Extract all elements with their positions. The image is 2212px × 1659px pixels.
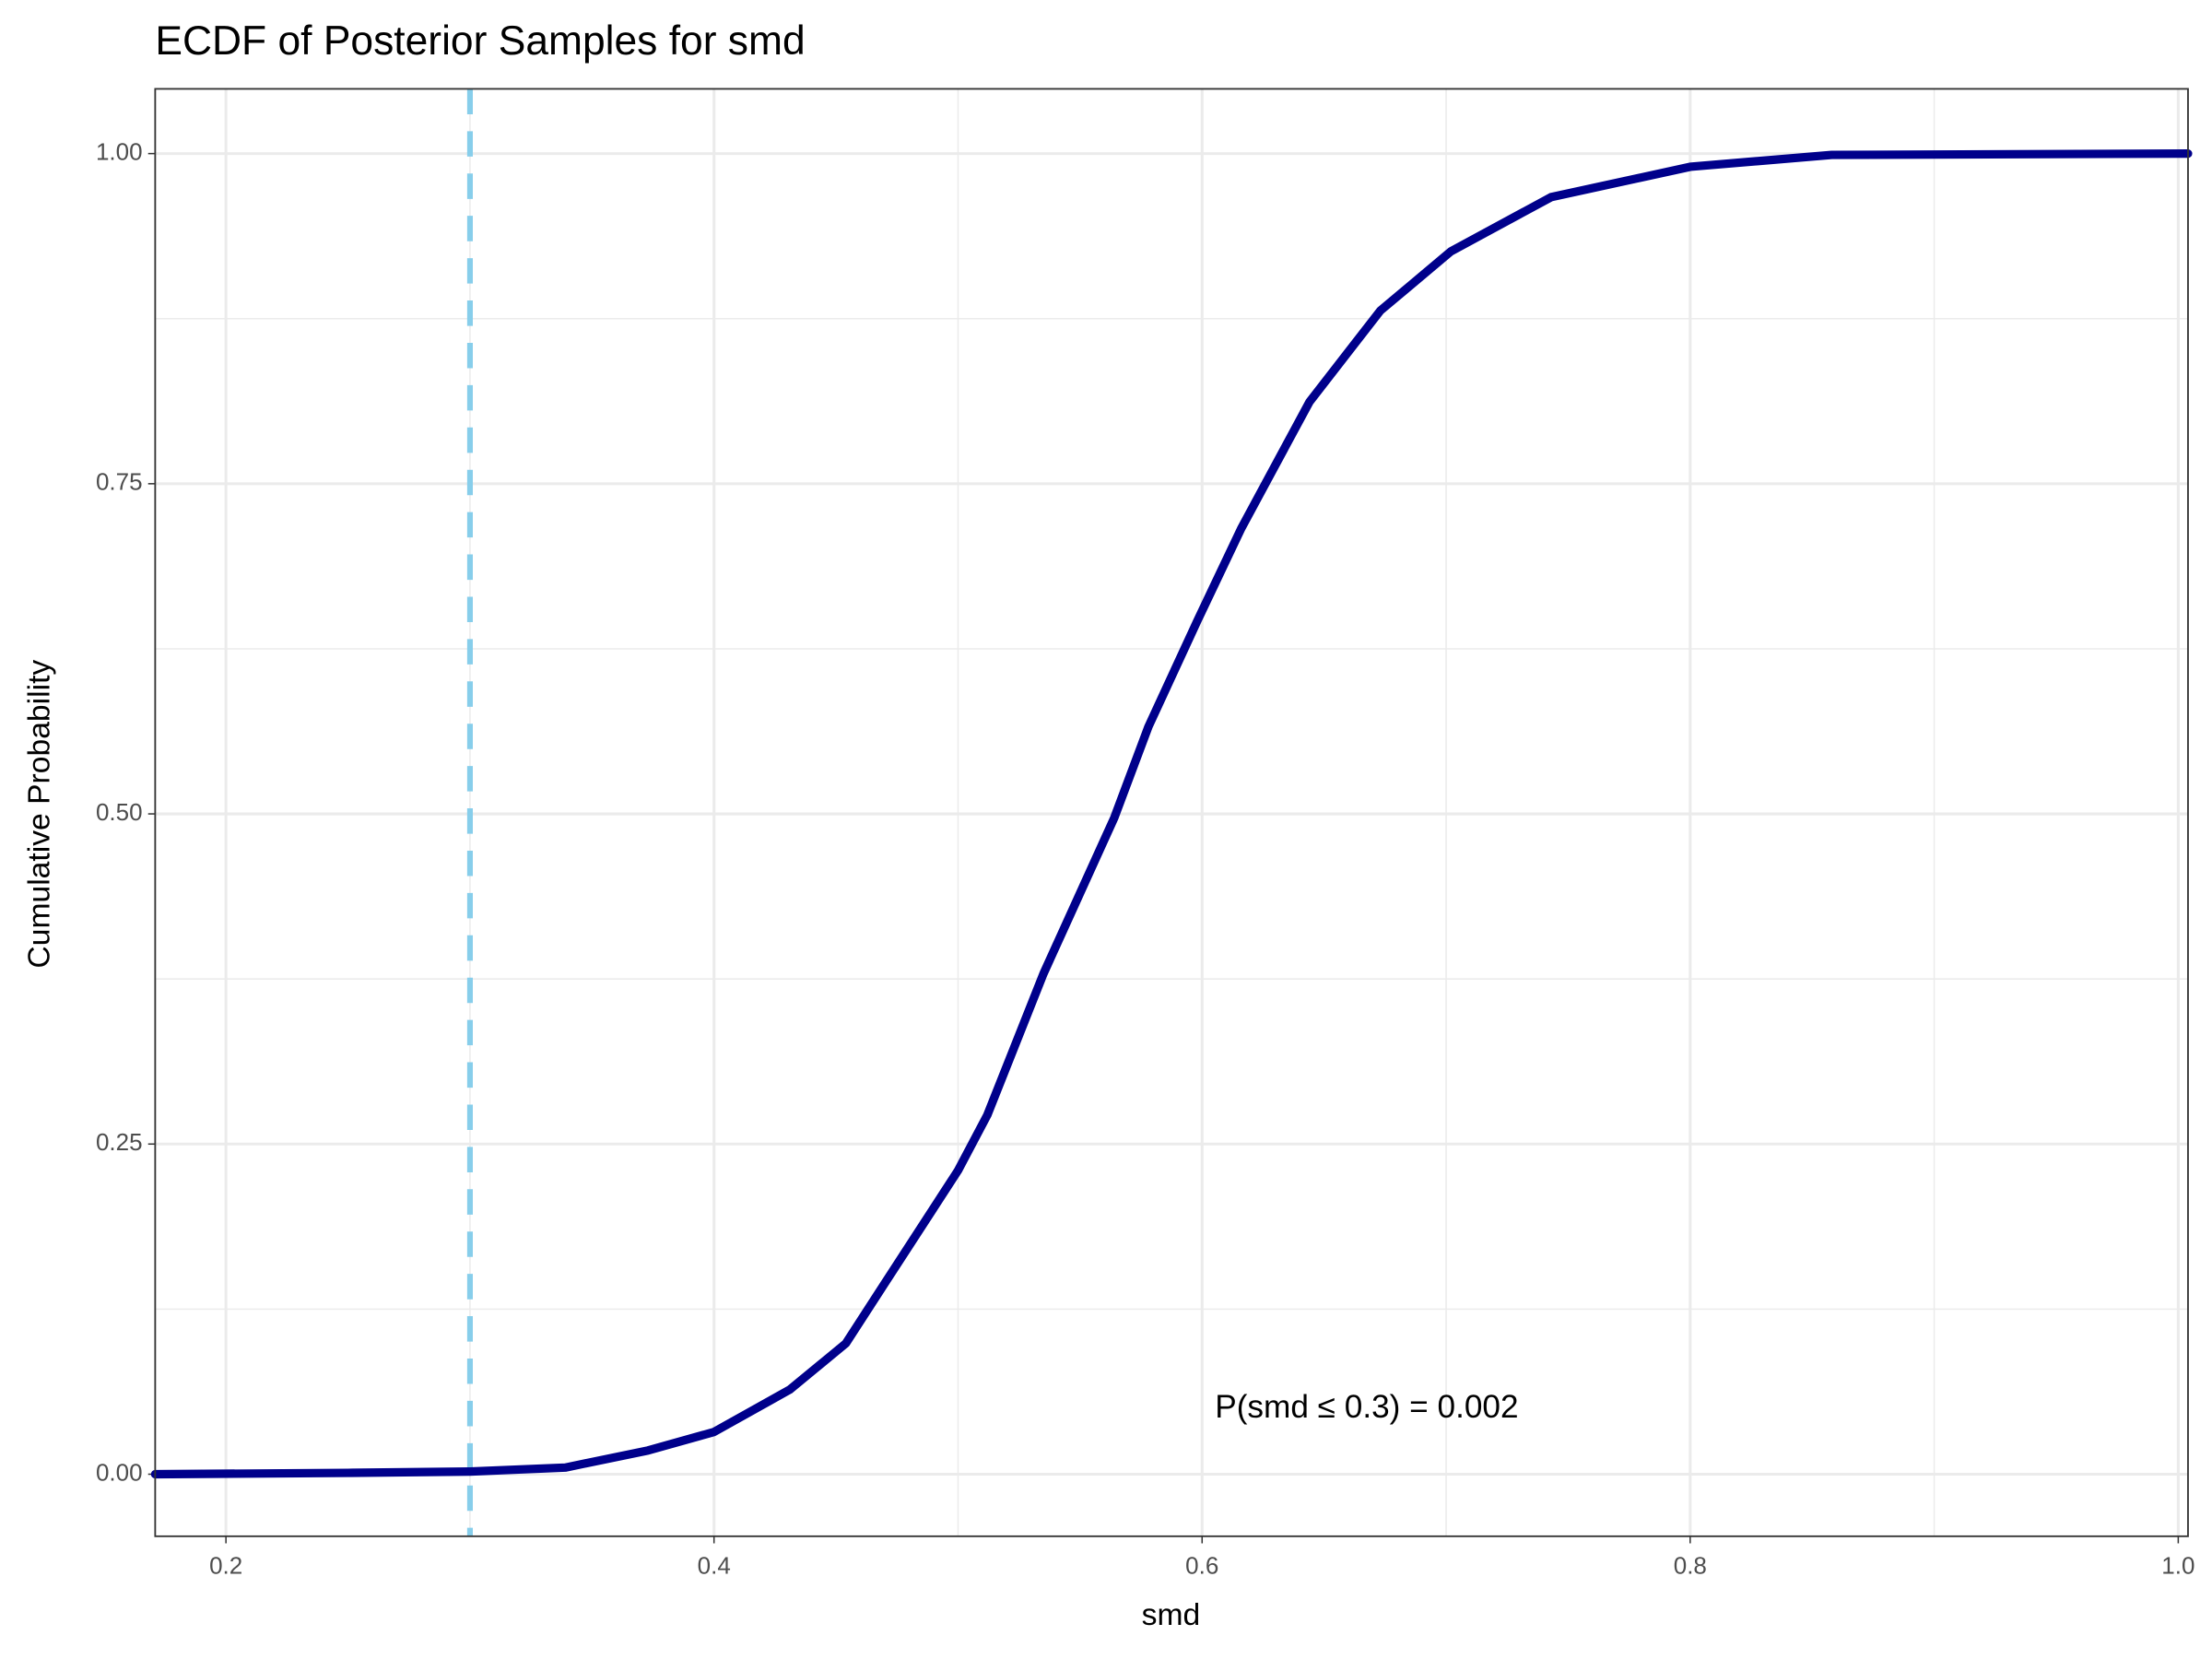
x-tick-label: 0.6 [1185, 1551, 1218, 1579]
y-tick-label: 0.75 [96, 468, 143, 496]
plot-border [154, 88, 2189, 1537]
y-tick-label: 0.50 [96, 798, 143, 826]
y-axis-title: Cumulative Probability [22, 660, 56, 969]
x-axis-title: smd [1142, 1598, 1201, 1632]
x-tick-label: 1.0 [2161, 1551, 2194, 1579]
annotation: P(smd ≤ 0.3) = 0.002 [1215, 1389, 1518, 1425]
x-tick-label: 0.2 [209, 1551, 242, 1579]
chart-title: ECDF of Posterior Samples for smd [155, 18, 805, 64]
y-tick-label: 1.00 [96, 138, 143, 166]
y-tick-label: 0.25 [96, 1128, 143, 1156]
x-tick-label: 0.4 [698, 1551, 731, 1579]
y-tick-label: 0.00 [96, 1458, 143, 1486]
ecdf-line [150, 149, 2193, 1479]
x-tick-label: 0.8 [1674, 1551, 1707, 1579]
